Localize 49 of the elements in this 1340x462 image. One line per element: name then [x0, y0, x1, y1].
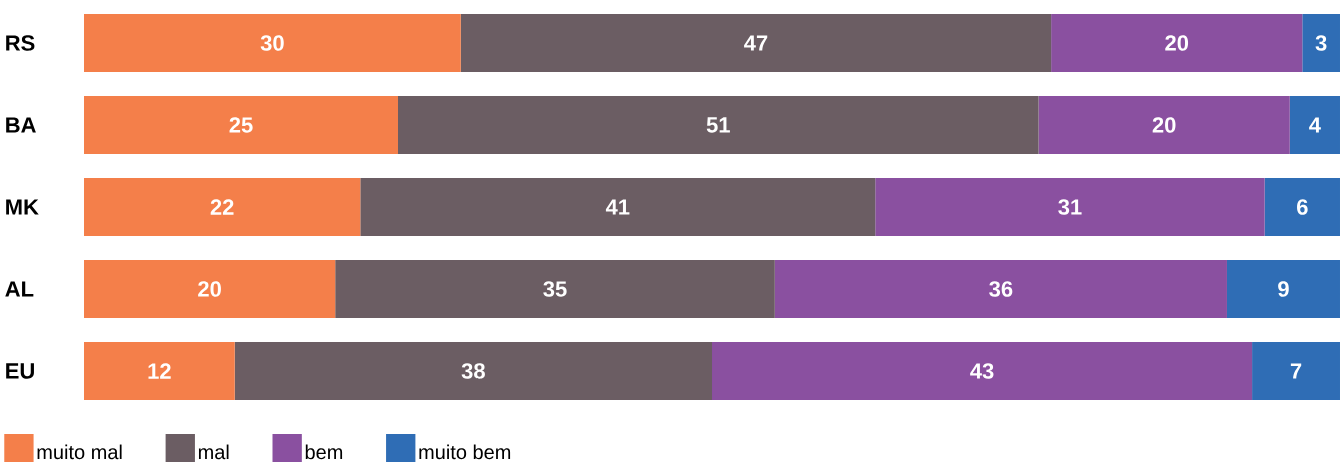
y-tick-label: EU [6, 363, 34, 379]
data-label: 31 [1058, 199, 1082, 215]
bar [84, 14, 461, 72]
y-tick-label: RS [6, 35, 35, 51]
data-label: 6 [1297, 199, 1308, 215]
data-label: 22 [210, 199, 234, 215]
bar [84, 96, 398, 154]
y-tick-label: BA [6, 117, 36, 133]
bar [360, 178, 876, 236]
bar [1051, 14, 1303, 72]
data-label: 38 [461, 363, 485, 379]
bar [84, 178, 361, 236]
data-label: 12 [148, 363, 171, 379]
bar [460, 14, 1052, 72]
data-label: 30 [260, 35, 284, 51]
bar [398, 96, 1039, 154]
bar [1252, 342, 1340, 400]
data-label: 20 [1165, 35, 1189, 51]
bar [84, 342, 235, 400]
legend-label: mal [198, 444, 229, 460]
data-label: 4 [1309, 117, 1321, 133]
bar [712, 342, 1253, 400]
data-label: 47 [744, 35, 768, 51]
data-label: 20 [1152, 117, 1176, 133]
bar [1302, 14, 1340, 72]
legend-label: bem [305, 444, 343, 460]
bar [1038, 96, 1290, 154]
data-label: 36 [989, 281, 1013, 297]
data-label: 25 [229, 117, 253, 133]
bar [84, 260, 336, 318]
data-label: 7 [1290, 363, 1302, 379]
bar [335, 260, 775, 318]
bar [1289, 96, 1340, 154]
data-label: 9 [1278, 281, 1289, 297]
data-label: 35 [543, 281, 567, 297]
bar [234, 342, 713, 400]
data-label: 3 [1315, 35, 1327, 51]
y-tick-label: AL [5, 281, 34, 297]
legend-label: muito bem [419, 444, 511, 460]
data-label: 43 [970, 363, 994, 379]
y-tick-label: MK [6, 199, 39, 215]
bar [1264, 178, 1340, 236]
legend-label: muito mal [37, 444, 122, 460]
bar [1226, 260, 1340, 318]
data-label: 51 [706, 117, 730, 133]
data-label: 20 [198, 281, 221, 297]
bar [875, 178, 1265, 236]
data-label: 41 [605, 199, 630, 215]
bar [774, 260, 1227, 318]
